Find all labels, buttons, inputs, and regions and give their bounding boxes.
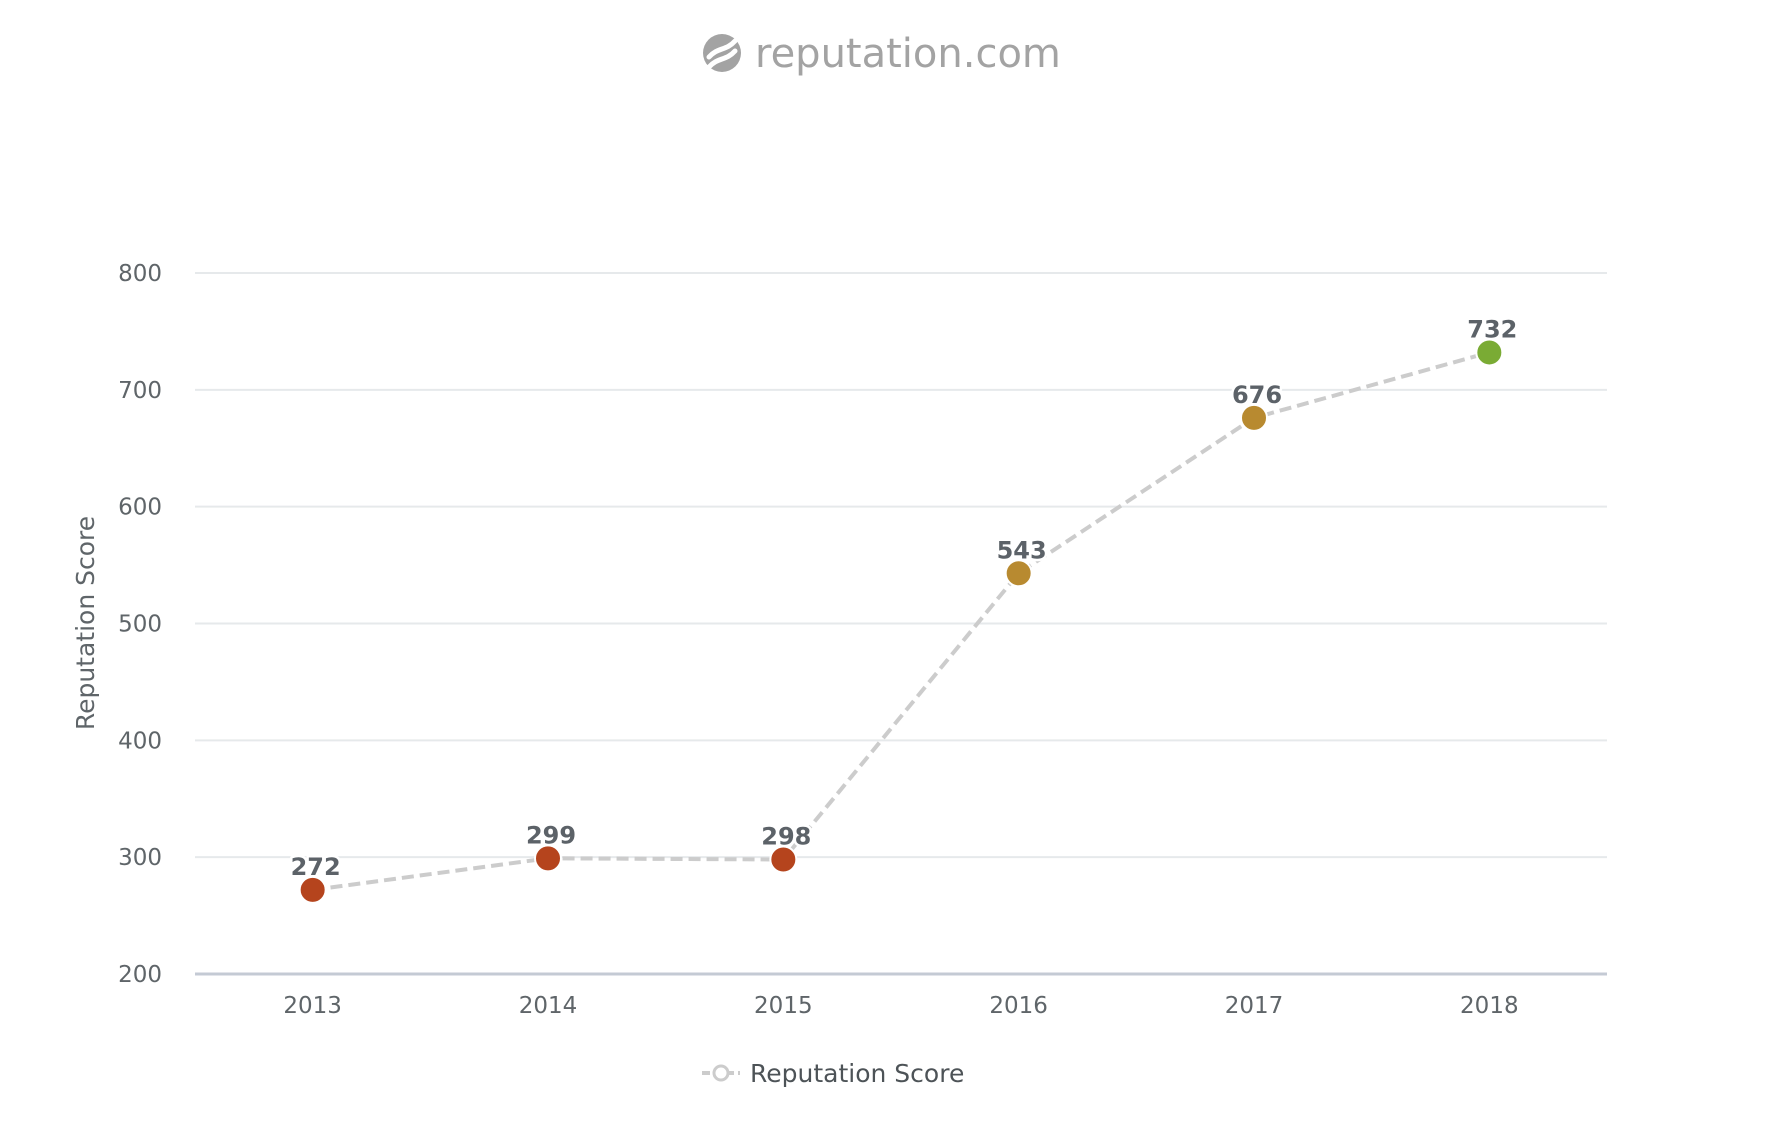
x-tick-label: 2018: [1460, 993, 1519, 1019]
y-axis-title: Reputation Score: [71, 516, 100, 730]
data-point-2016[interactable]: [1004, 559, 1033, 588]
brand-name: reputation.com: [755, 31, 1061, 77]
brand-header: reputation.com: [703, 31, 1061, 77]
data-label-2018: 732: [1467, 315, 1517, 343]
data-label-2014: 299: [526, 821, 576, 849]
y-tick-label: 800: [118, 261, 162, 287]
y-tick-label: 400: [118, 728, 162, 754]
x-tick-label: 2015: [754, 993, 813, 1019]
series-line: [312, 350, 1490, 892]
legend-entry-reputation-score: Reputation Score: [750, 1059, 964, 1088]
y-tick-label: 300: [118, 845, 162, 871]
legend[interactable]: Reputation Score: [702, 1059, 964, 1088]
x-tick-label: 2013: [283, 993, 342, 1019]
legend-marker-symbol: [712, 1064, 730, 1082]
y-tick-label: 200: [118, 962, 162, 988]
x-axis-ticks: 2013 2014 2015 2016 2017 2018: [283, 993, 1518, 1019]
data-point-2015[interactable]: [769, 845, 798, 874]
x-tick-label: 2017: [1225, 993, 1284, 1019]
series-reputation-score: [298, 338, 1504, 904]
data-label-2017: 676: [1232, 381, 1282, 409]
y-tick-label: 700: [118, 378, 162, 404]
data-point-2013[interactable]: [298, 875, 327, 904]
data-point-2018[interactable]: [1475, 338, 1504, 367]
grid-lines: [195, 272, 1607, 976]
y-tick-label: 600: [118, 495, 162, 521]
x-tick-label: 2016: [989, 993, 1048, 1019]
data-label-2013: 272: [291, 853, 341, 881]
y-tick-label: 500: [118, 612, 162, 638]
x-tick-label: 2014: [519, 993, 578, 1019]
data-point-2017[interactable]: [1240, 403, 1268, 432]
data-label-2016: 543: [997, 536, 1047, 564]
reputation-logo-icon: [703, 34, 741, 72]
data-labels: 272 299 298 543 676 732: [288, 313, 1520, 883]
y-axis-ticks: 200 300 400 500 600 700 800: [118, 261, 162, 988]
data-point-2014[interactable]: [534, 844, 562, 873]
data-label-2015: 298: [761, 823, 811, 851]
